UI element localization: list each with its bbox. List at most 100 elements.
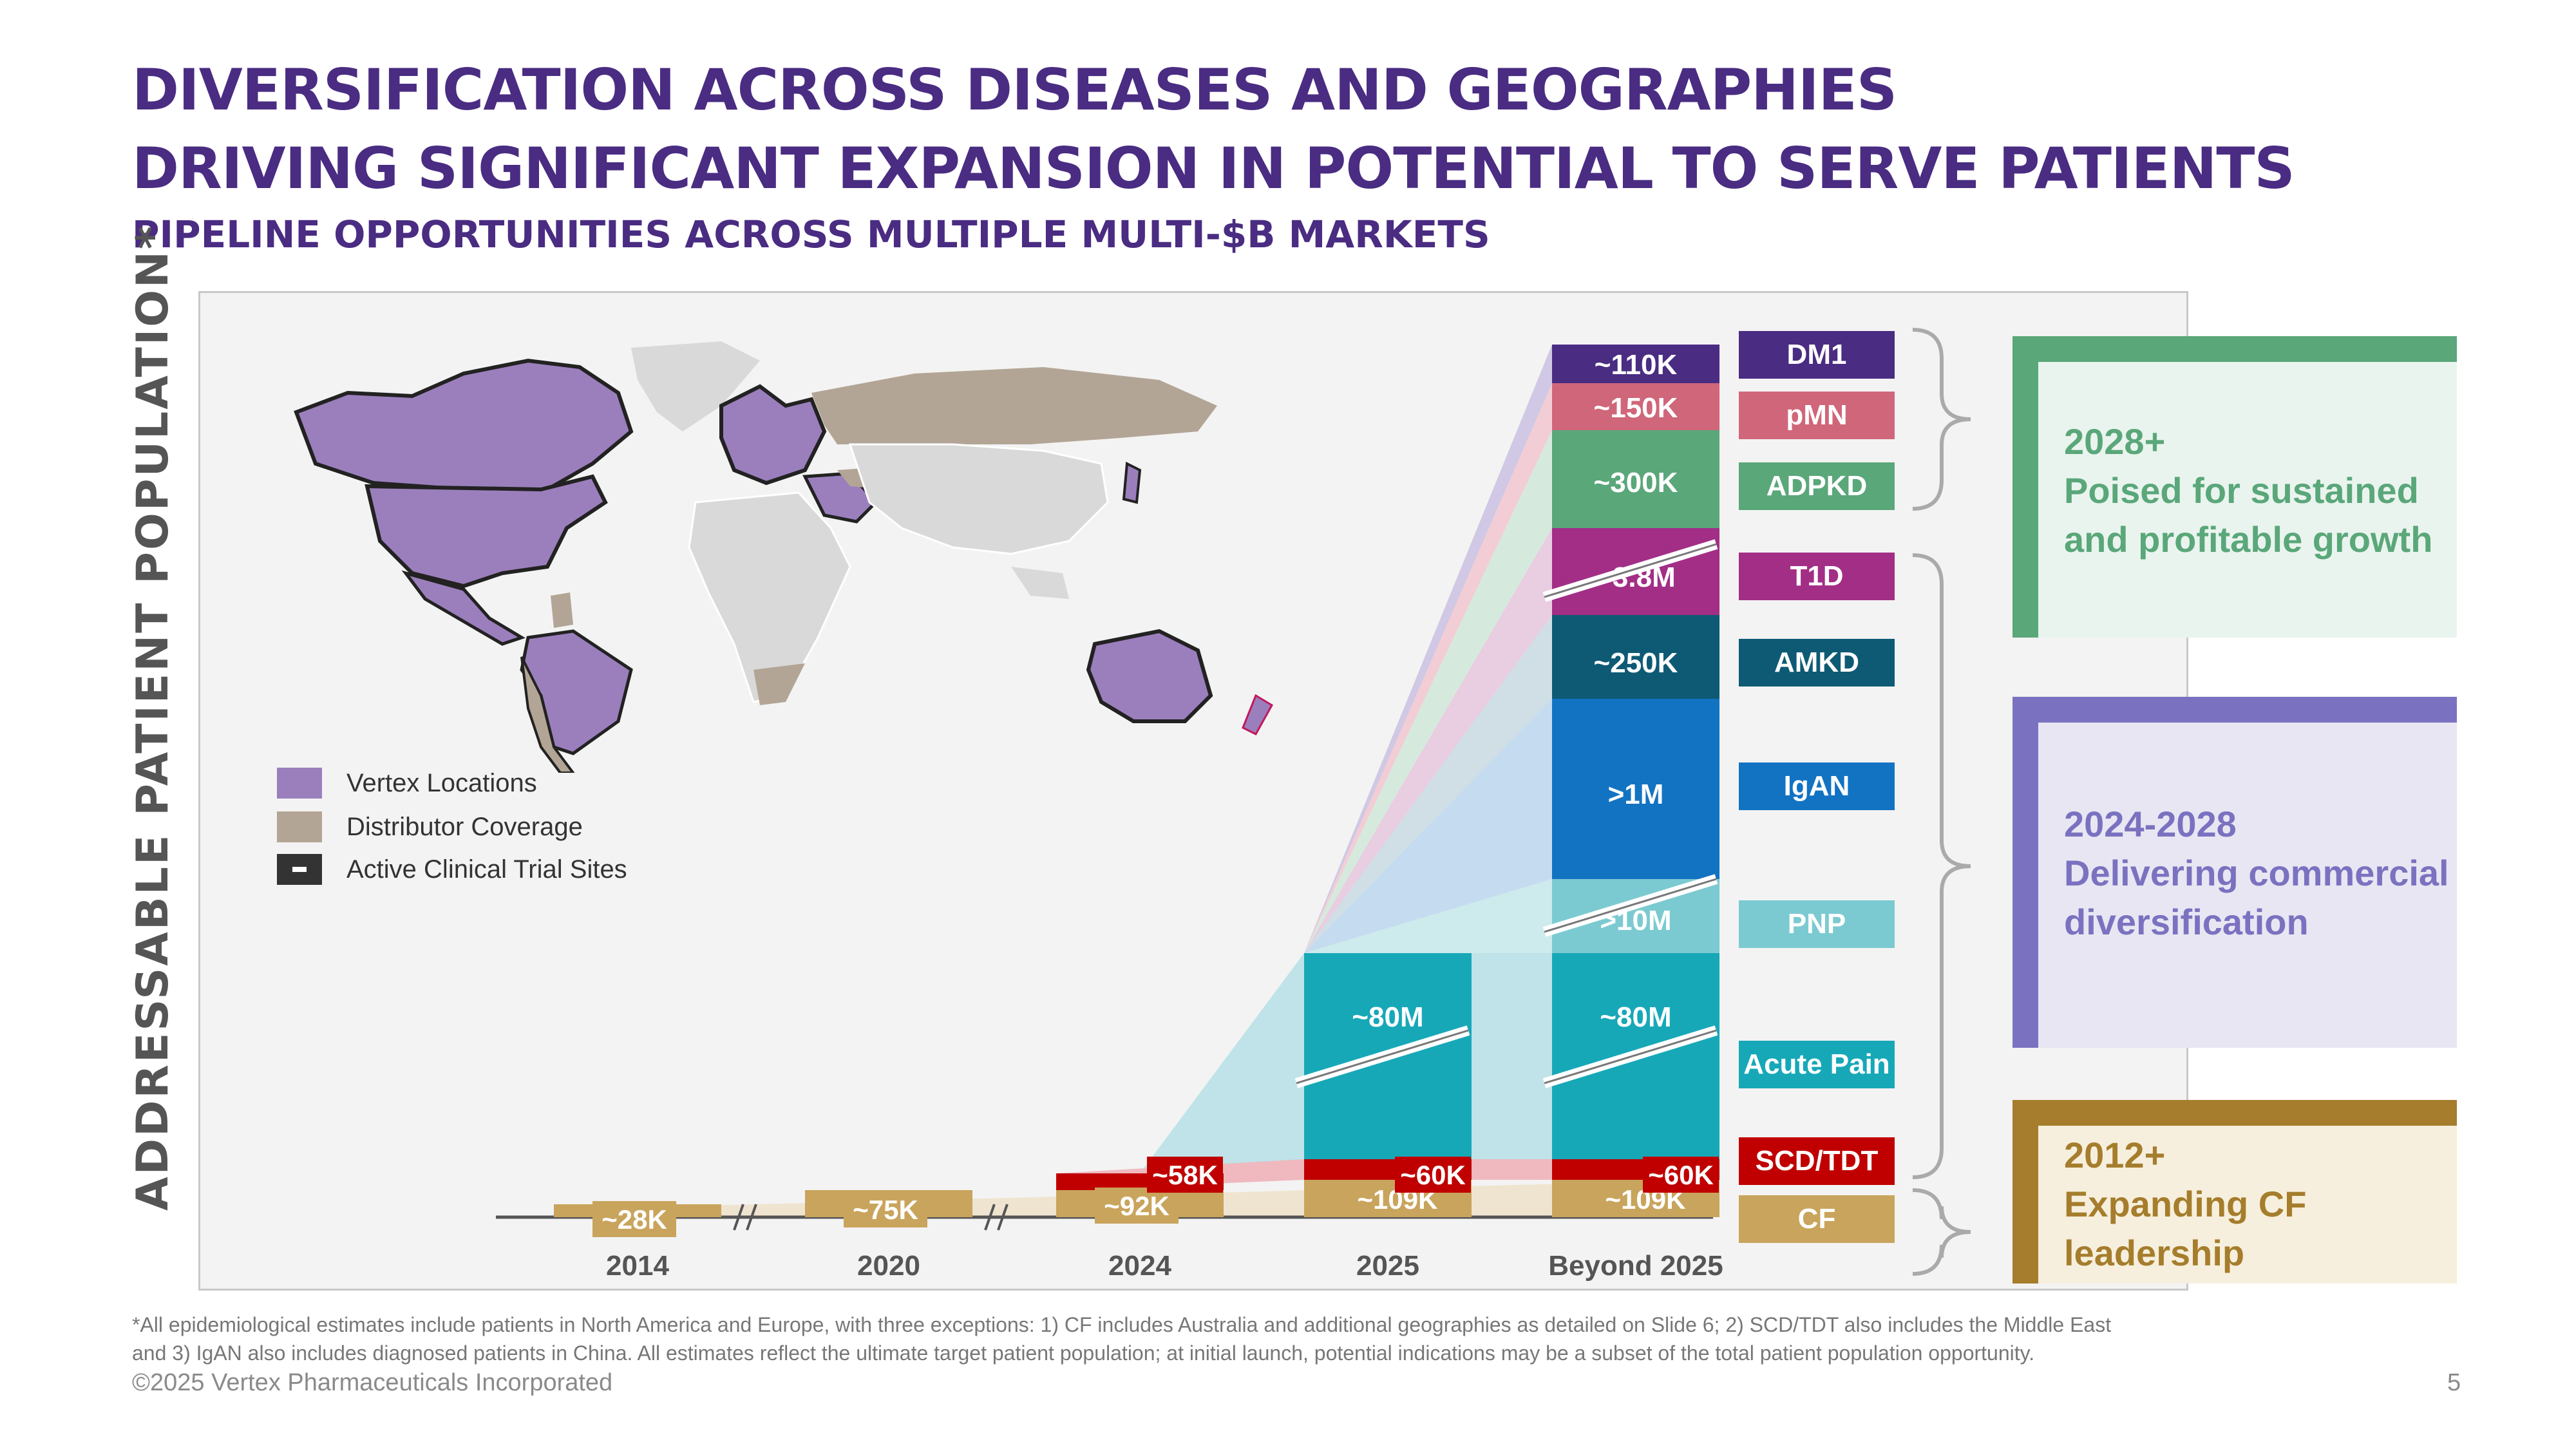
bar-amkd-beyond-2025 xyxy=(1552,615,1719,699)
disease-chip-igan: IgAN xyxy=(1739,762,1895,810)
phase-accent xyxy=(2012,336,2038,638)
tan-swatch-icon xyxy=(277,811,322,842)
scale-break-edge xyxy=(1544,878,1717,933)
curly-brace xyxy=(1912,553,1971,1179)
map-south-africa xyxy=(753,663,805,705)
data-label-text: ~28K xyxy=(601,1204,667,1235)
map-australia xyxy=(1086,629,1213,723)
disease-chip-scdtdt: SCD/TDT xyxy=(1739,1137,1895,1185)
map-usa xyxy=(365,474,608,589)
axis-break-mark xyxy=(984,1204,996,1231)
disease-chip-cf: CF xyxy=(1739,1195,1895,1243)
data-label-pmn: ~150K xyxy=(1594,392,1678,424)
page-number: 5 xyxy=(2447,1369,2461,1396)
bar-igan-beyond-2025 xyxy=(1552,699,1719,879)
data-label-bg xyxy=(592,1201,676,1237)
data-label-bg xyxy=(1643,1157,1719,1193)
disease-chip-dm: DM1 xyxy=(1739,331,1895,379)
phase-accent xyxy=(2012,697,2038,1048)
data-label-igan: >1M xyxy=(1608,779,1664,810)
data-label-text: ~60K xyxy=(1400,1160,1466,1190)
fan-dm1 xyxy=(1304,345,1552,953)
map-japan xyxy=(1122,461,1142,504)
phase-box-2024-2028: 2024-2028 Delivering commercial diversif… xyxy=(2012,697,2457,1048)
phase-accent xyxy=(2012,336,2457,362)
phase-desc-2: leadership xyxy=(2064,1233,2245,1273)
axis-break-mark xyxy=(733,1204,744,1231)
phase-desc-2: diversification xyxy=(2064,902,2309,942)
map-canada xyxy=(294,358,634,491)
title-line-2: DRIVING SIGNIFICANT EXPANSION IN POTENTI… xyxy=(132,135,2295,202)
map-greenland xyxy=(631,341,760,431)
map-asia xyxy=(848,443,1109,555)
disease-chip-pnp: PNP xyxy=(1739,900,1895,948)
data-label: ~75K xyxy=(844,1191,927,1227)
copyright: ©2025 Vertex Pharmaceuticals Incorporate… xyxy=(132,1369,613,1396)
x-tick-label: 2014 xyxy=(606,1250,669,1282)
phase-box-2028: 2028+ Poised for sustained and profitabl… xyxy=(2012,336,2457,638)
world-map xyxy=(294,341,1274,773)
phase-accent xyxy=(2012,1100,2457,1126)
disease-chip-acutepain: Acute Pain xyxy=(1739,1041,1895,1088)
curly-brace xyxy=(1912,1188,1971,1276)
phase-desc-1: Delivering commercial xyxy=(2064,853,2449,893)
phase-period: 2028+ xyxy=(2064,421,2166,462)
data-label: ~28K xyxy=(592,1201,676,1237)
data-label-text: ~60K xyxy=(1648,1160,1714,1190)
data-label-dm: ~110K xyxy=(1595,349,1678,381)
fan-pnp xyxy=(1304,879,1552,953)
disease-chip-adpkd: ADPKD xyxy=(1739,462,1895,510)
phase-desc-1: Poised for sustained xyxy=(2064,470,2419,511)
x-tick-label: 2020 xyxy=(857,1250,920,1282)
data-label-bg xyxy=(1395,1157,1471,1193)
map-russia xyxy=(811,367,1217,444)
fan-pmn xyxy=(1304,383,1552,953)
curly-brace xyxy=(1912,328,1971,511)
scale-break-edge xyxy=(1544,543,1717,598)
trial-site-swatch-icon xyxy=(277,854,322,885)
scale-break-edge xyxy=(1544,1029,1717,1084)
fan-igan xyxy=(1304,699,1552,953)
data-label: ~92K xyxy=(1095,1188,1179,1224)
purple-swatch-icon xyxy=(277,768,322,799)
phase-desc-1: Expanding CF xyxy=(2064,1184,2307,1224)
axis-break-mark xyxy=(997,1204,1009,1231)
data-label-text: ~58K xyxy=(1152,1160,1218,1190)
title-line-1: DIVERSIFICATION ACROSS DISEASES AND GEOG… xyxy=(132,57,1897,123)
x-tick-label: Beyond 2025 xyxy=(1548,1250,1723,1282)
x-tick-label: 2024 xyxy=(1108,1250,1171,1282)
bar-dm-beyond-2025 xyxy=(1552,345,1719,383)
ramp-acute-pain xyxy=(1140,953,1304,1173)
map-mexico xyxy=(401,570,526,646)
map-new-zealand xyxy=(1242,694,1274,735)
phase-period: 2024-2028 xyxy=(2064,804,2237,844)
phase-accent xyxy=(2012,697,2457,723)
data-label-bg xyxy=(1147,1157,1223,1193)
scale-break-edge xyxy=(1296,1029,1469,1084)
data-label: ~60K xyxy=(1395,1157,1471,1193)
data-label-bg xyxy=(844,1191,927,1227)
data-label-amkd: ~250K xyxy=(1594,647,1678,679)
bar-pmn-beyond-2025 xyxy=(1552,383,1719,430)
x-tick-label: 2025 xyxy=(1356,1250,1419,1282)
disease-chip-pmn: pMN xyxy=(1739,392,1895,439)
data-label-text: ~92K xyxy=(1104,1191,1170,1221)
data-label-acutepain: ~80M xyxy=(1600,1001,1671,1033)
data-label-adpkd: ~300K xyxy=(1594,467,1678,498)
data-label: ~58K xyxy=(1147,1157,1223,1193)
data-label-text: ~75K xyxy=(853,1195,918,1225)
subtitle: PIPELINE OPPORTUNITIES ACROSS MULTIPLE M… xyxy=(132,213,1490,256)
phase-period: 2012+ xyxy=(2064,1135,2166,1175)
fan-amkd xyxy=(1304,615,1552,953)
fan-adpkd xyxy=(1304,430,1552,953)
data-label: ~60K xyxy=(1643,1157,1719,1193)
band-scd-2 xyxy=(1472,1159,1552,1180)
phase-box-2012: 2012+ Expanding CF leadership xyxy=(2012,1100,2457,1283)
data-label-bg xyxy=(1095,1188,1179,1224)
disease-chip-amkd: AMKD xyxy=(1739,639,1895,687)
data-label-acutepain: ~80M xyxy=(1352,1001,1423,1033)
band-acute-pain xyxy=(1472,953,1552,1159)
fan-t1d xyxy=(1304,528,1552,953)
phase-accent xyxy=(2012,1100,2038,1283)
